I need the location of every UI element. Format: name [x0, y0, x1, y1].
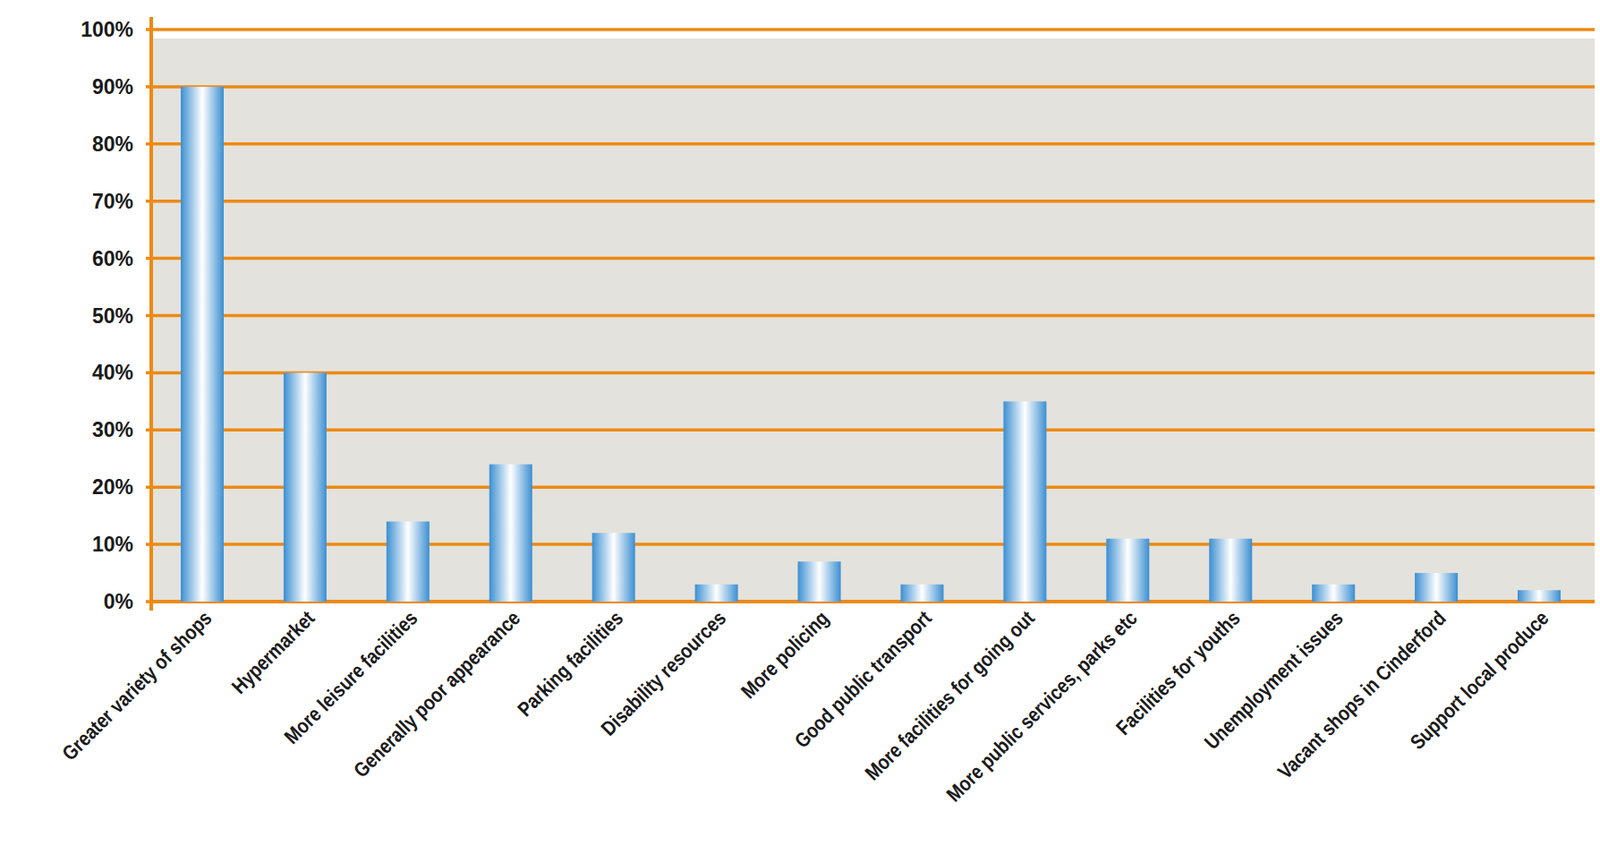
tick-label: 60% [92, 246, 134, 271]
bars [180, 86, 1561, 602]
tick-label: 90% [92, 75, 134, 99]
category-label: More policing [736, 606, 834, 704]
tick-label: 50% [92, 304, 134, 328]
bar [1414, 572, 1458, 602]
bar [1208, 538, 1252, 602]
grid-line [151, 371, 1595, 375]
bar [1517, 589, 1561, 602]
bar [1106, 538, 1149, 602]
bar [592, 532, 636, 602]
tick-label: 100% [80, 17, 134, 42]
category-label: Vacant shops in Cinderford [1273, 606, 1451, 784]
category-label: Parking facilities [512, 606, 628, 722]
grid-line [151, 199, 1595, 204]
bar [900, 584, 944, 602]
category-label: More public services, parks etc [942, 605, 1142, 806]
tick-label: 20% [92, 475, 134, 499]
grid-line [151, 428, 1595, 433]
category-label: More facilities for going out [860, 606, 1039, 785]
bar [386, 521, 430, 602]
bar [1003, 400, 1047, 602]
tick-label: 40% [92, 360, 134, 384]
tick-label: 70% [92, 189, 134, 213]
x-axis [151, 599, 1595, 604]
grid-line [151, 542, 1595, 546]
tick-label: 80% [92, 132, 134, 156]
grid-line [151, 485, 1595, 489]
tick-label: 10% [92, 532, 134, 556]
bar [1311, 584, 1355, 602]
grid-line [151, 599, 1595, 604]
grid-line [151, 85, 1595, 89]
grid-line [151, 142, 1595, 146]
category-label: Disability resources [596, 606, 732, 741]
grid-line [151, 256, 1595, 261]
bar [798, 561, 842, 602]
chart: 0% 10% 20% 30% 40% 50% 60% 70% 80% 90% 100% Greater… [0, 0, 1600, 863]
tick-label: 30% [92, 417, 134, 442]
grid-line [151, 27, 1595, 32]
category-label: Support local produce [1405, 605, 1554, 754]
bar [180, 86, 224, 602]
category-label: Hypermarket [227, 606, 320, 699]
tick-label: 0% [103, 589, 134, 613]
category-label: Greater variety of shops [58, 606, 217, 766]
category-label: Generally poor appearance [348, 605, 525, 782]
bar [489, 464, 533, 602]
bar [695, 584, 739, 602]
grid-line [151, 314, 1595, 318]
bar [283, 372, 327, 602]
plot-background [151, 38, 1595, 602]
y-axis [149, 17, 154, 611]
